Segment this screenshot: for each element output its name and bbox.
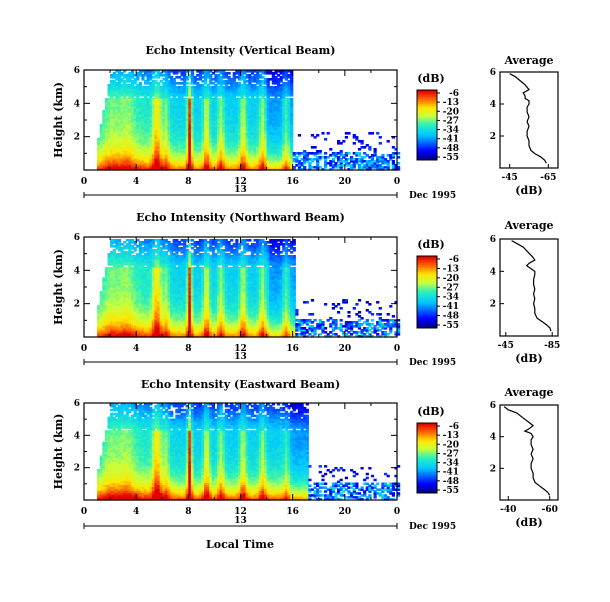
profile-x-tick-label: -60 <box>542 505 558 515</box>
y-tick-label: 2 <box>74 133 80 143</box>
x-tick-label: 16 <box>286 507 299 517</box>
profile-x-label: (dB) <box>515 352 542 365</box>
profile-title: Average <box>503 54 553 67</box>
y-tick-label: 2 <box>74 464 80 474</box>
day-tick-label: 13 <box>234 352 247 362</box>
y-tick-label: 6 <box>74 399 80 409</box>
profile-line <box>512 241 551 332</box>
x-tick-label: 4 <box>133 177 139 187</box>
colorbar: (dB)-6-13-20-27-34-41-48-55 <box>417 405 459 496</box>
profile-title: Average <box>503 386 553 399</box>
panel-1: Echo Intensity (Vertical Beam) Height (km… <box>52 44 558 201</box>
profile-y-tick-label: 4 <box>490 433 496 443</box>
profile-frame <box>500 72 558 168</box>
colorbar-tick-label: -55 <box>443 486 459 496</box>
x-tick-label: 4 <box>133 507 139 517</box>
profile-x-label: (dB) <box>515 184 542 197</box>
x-tick-label: 20 <box>339 507 352 517</box>
profile-y-tick-label: 6 <box>490 235 496 245</box>
x-tick-label: 4 <box>133 344 139 354</box>
profile-y-tick-label: 4 <box>490 100 496 110</box>
date-label: Dec 1995 <box>409 358 456 368</box>
heatmap-field <box>97 403 400 501</box>
y-tick-label: 6 <box>74 66 80 76</box>
average-profile: Average 2 4 6 -45 -85(dB) <box>490 219 561 365</box>
x-tick-label: 0 <box>394 507 400 517</box>
profile-y-tick-label: 2 <box>490 464 496 474</box>
profile-x-tick-label: -65 <box>540 173 556 183</box>
profile-x-label: (dB) <box>515 516 542 529</box>
profile-x-tick-label: -45 <box>502 173 518 183</box>
x-tick-label: 20 <box>339 344 352 354</box>
profile-y-tick-label: 6 <box>490 68 496 78</box>
x-tick-label: 8 <box>185 344 191 354</box>
x-tick-label: 16 <box>286 344 299 354</box>
profile-y-tick-label: 6 <box>490 401 496 411</box>
colorbar: (dB)-6-13-20-27-34-41-48-55 <box>417 238 459 331</box>
date-label: Dec 1995 <box>409 522 456 532</box>
profile-y-tick-label: 2 <box>490 132 496 142</box>
y-tick-label: 4 <box>74 266 80 276</box>
x-tick-label: 0 <box>394 344 400 354</box>
chart-title: Echo Intensity (Vertical Beam) <box>145 44 335 57</box>
profile-x-tick-label: -45 <box>498 341 514 351</box>
colorbar-label: (dB) <box>417 72 444 85</box>
colorbar-label: (dB) <box>417 238 444 251</box>
day-tick-label: 13 <box>234 516 247 526</box>
y-axis-label: Height (km) <box>52 82 65 158</box>
profile-title: Average <box>503 219 553 232</box>
profile-y-tick-label: 2 <box>490 300 496 310</box>
y-tick-label: 4 <box>74 99 80 109</box>
colorbar-tick-label: -55 <box>443 153 459 163</box>
colorbar: (dB)-6-13-20-27-34-41-48-55 <box>417 72 459 163</box>
x-tick-label: 20 <box>339 177 352 187</box>
colorbar-label: (dB) <box>417 405 444 418</box>
colorbar-tick-label: -55 <box>443 321 459 331</box>
heatmap-field <box>97 239 400 338</box>
profile-x-tick-label: -85 <box>544 341 560 351</box>
date-label: Dec 1995 <box>409 191 456 201</box>
x-tick-label: 0 <box>394 177 400 187</box>
x-tick-label: 0 <box>81 507 87 517</box>
profile-y-tick-label: 4 <box>490 267 496 277</box>
x-tick-label: 8 <box>185 177 191 187</box>
profile-line <box>510 74 547 164</box>
profile-line <box>504 407 550 496</box>
y-axis-label: Height (km) <box>52 414 65 490</box>
heatmap-field <box>97 70 400 171</box>
panel-2: Echo Intensity (Northward Beam) Height (k… <box>52 211 560 368</box>
y-tick-label: 6 <box>74 233 80 243</box>
day-tick-label: 13 <box>234 185 247 195</box>
x-axis-label: Local Time <box>206 538 274 551</box>
average-profile: Average 2 4 6 -40 -60(dB) <box>490 386 558 529</box>
profile-frame <box>500 405 558 500</box>
x-tick-label: 0 <box>81 177 87 187</box>
chart-title: Echo Intensity (Northward Beam) <box>136 211 345 224</box>
y-tick-label: 4 <box>74 431 80 441</box>
y-tick-label: 2 <box>74 300 80 310</box>
average-profile: Average 2 4 6 -45 -65(dB) <box>490 54 558 197</box>
x-tick-label: 16 <box>286 177 299 187</box>
x-tick-label: 8 <box>185 507 191 517</box>
y-axis-label: Height (km) <box>52 249 65 325</box>
chart-title: Echo Intensity (Eastward Beam) <box>141 378 340 391</box>
profile-x-tick-label: -40 <box>500 505 516 515</box>
x-tick-label: 0 <box>81 344 87 354</box>
panel-3: Echo Intensity (Eastward Beam) Height (km… <box>52 378 558 532</box>
